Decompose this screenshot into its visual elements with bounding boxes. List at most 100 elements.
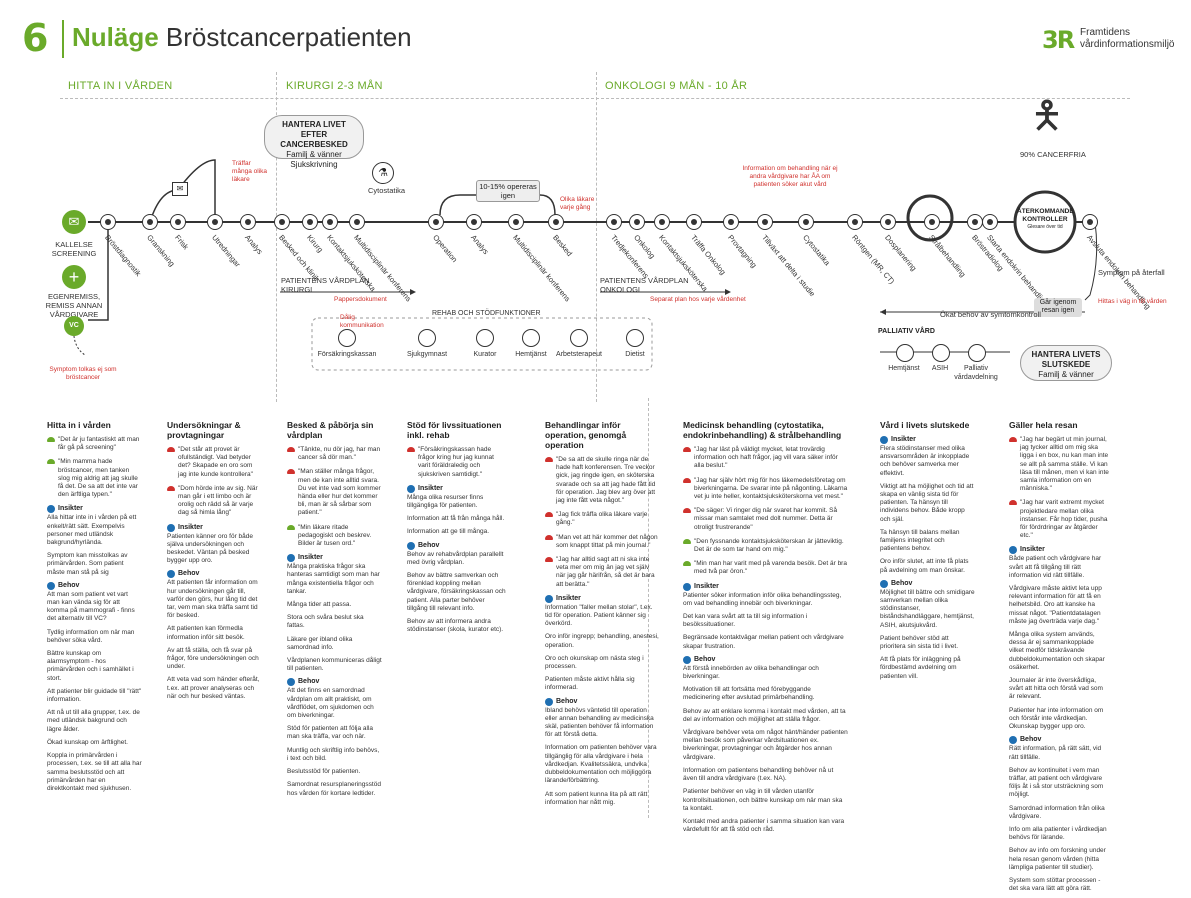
insikt-text: Flera stödinstanser med olika ansvarsomr…	[880, 445, 970, 477]
cytostatika-icon: ⚗	[372, 162, 394, 184]
phase-divider	[596, 72, 597, 402]
behov-text: Att få plats för inläggning på fördbestä…	[880, 656, 961, 680]
behov-text: Att nå ut till alla grupper, t.ex. de me…	[47, 709, 140, 733]
behov-text: Rätt information, på rätt sätt, vid rätt…	[1009, 745, 1102, 761]
behov-text: Stöd för patienten att följa alla man sk…	[287, 725, 374, 741]
cytostatika-top-label: Cytostatika	[368, 186, 406, 195]
quote: "Försäkringskassan hade frågor kring hur…	[407, 446, 507, 479]
insikt-text: Information att få från många håll.	[407, 515, 505, 523]
insikter-heading: Insikter	[545, 594, 660, 603]
behov-text: Vårdgivare behöver veta om något hänt/hä…	[683, 729, 848, 761]
journey-node	[880, 214, 896, 230]
quote: "Det är ju fantastiskt att man får gå på…	[47, 436, 142, 452]
behov-text: Info om alla patienter i vårdkedjan behö…	[1009, 825, 1107, 842]
quote: "Dom hörde inte av sig. När man går i et…	[167, 485, 262, 518]
cancerfria-label: 90% CANCERFRIA	[1020, 150, 1086, 159]
behov-heading: Behov	[47, 581, 142, 590]
journey-node	[924, 214, 940, 230]
phase-hitta: HITTA IN I VÅRDEN	[68, 80, 173, 92]
insikt-text: Oro och okunskap om nästa steg i process…	[545, 654, 644, 671]
insikt-text: Information "faller mellan stolar", t.ex…	[545, 603, 653, 628]
behov-heading: Behov	[1009, 736, 1109, 745]
symptom-warning: Symptom tolkas ej som bröstcancer	[49, 366, 117, 381]
behov-text: Information om patienten behöver vara ti…	[545, 744, 657, 785]
insikter-heading: Insikter	[167, 523, 262, 532]
behov-text: Behov av rehabvårdplan parallellt med öv…	[407, 550, 504, 566]
journey-node	[170, 214, 186, 230]
insight-column: Undersökningar & provtagningar "Det står …	[167, 420, 262, 706]
quote: "Man vet att här kommer det någon som kn…	[545, 534, 660, 550]
insikt-text: Patienten måste aktivt hålla sig informe…	[545, 676, 635, 692]
quote: "Min mamma hade bröstcancer, men tanken …	[47, 458, 142, 499]
insight-column: Behandlingar inför operation, genomgå op…	[545, 420, 660, 812]
palliativ-icon	[896, 344, 914, 362]
behov-text: Att veta vad som händer efteråt, t.ex. a…	[167, 676, 260, 700]
traffa-warning: Träffar många olika läkare	[232, 160, 268, 183]
behov-text: Ökad kunskap om ärftlighet.	[47, 738, 128, 746]
behov-heading: Behov	[407, 541, 507, 550]
insikt-text: Patienter har inte information om och fö…	[1009, 706, 1104, 731]
okat-behov-label: Ökat behov av symtomkontroll	[940, 310, 1041, 319]
column-title: Hitta in i vården	[47, 420, 111, 430]
insikter-heading: Insikter	[683, 582, 848, 591]
rehab-item-label: Arbetsterapeut	[556, 351, 602, 358]
behov-text: Koppla in primärvården i processen, t.ex…	[47, 752, 142, 792]
journey-node	[240, 214, 256, 230]
behov-text: Information om patientens behandling beh…	[683, 766, 834, 783]
insikt-text: Både patient och vårdgivare har svårt at…	[1009, 555, 1102, 579]
section-number: 6	[22, 16, 49, 60]
behov-text: Patienter behöver en väg in till vården …	[683, 788, 843, 812]
journey-node	[100, 214, 116, 230]
column-title: Vård i livets slutskede	[880, 420, 970, 430]
behov-text: Att som patient kunna lita på att rätt i…	[545, 790, 648, 806]
separat-warning: Separat plan hos varje vårdenhet	[650, 296, 746, 303]
insikt-text: Många olika resurser finns tillgängliga …	[407, 493, 484, 510]
opereras-label: 10-15% opereras igen	[476, 180, 540, 202]
rehab-icon	[570, 329, 588, 347]
rehab-icon	[338, 329, 356, 347]
behov-heading: Behov	[683, 655, 848, 664]
insikt-text: Symptom kan misstolkas av primärvården. …	[47, 552, 128, 576]
rehab-item-label: Försäkringskassan	[317, 351, 377, 358]
behov-text: Att förstå innebörden av olika behandlin…	[683, 664, 819, 681]
quote: "Jag har begärt ut min journal, jag tyck…	[1009, 436, 1109, 493]
column-divider	[648, 398, 649, 818]
insikt-text: Patienten känner oro för både själva und…	[167, 532, 254, 565]
quote: "Jag har läst på väldigt mycket, letat t…	[683, 446, 848, 471]
insight-column: Gäller hela resan "Jag har begärt ut min …	[1009, 420, 1109, 898]
journey-node	[606, 214, 622, 230]
vardplan-kirurgi: PATIENTENS VÅRDPLAN KIRURGI	[281, 276, 370, 294]
insight-column: Vård i livets slutskede Insikter Flera stö…	[880, 420, 975, 686]
journey-node	[1082, 214, 1098, 230]
behov-heading: Behov	[167, 570, 262, 579]
insikt-text: Ta hänsyn till balans mellan familjens i…	[880, 528, 960, 553]
quote: "De säger: Vi ringer dig när svaret har …	[683, 507, 848, 532]
quote: "Den fyssnande kontaktsjuksköterskan är …	[683, 538, 848, 554]
logo-3r: 3R	[1042, 26, 1075, 54]
cloud-slutskede: HANTERA LIVETS SLUTSKEDE Familj & vänner	[1020, 345, 1112, 381]
insikter-heading: Insikter	[407, 484, 507, 493]
journey-node	[982, 214, 998, 230]
behov-text: Att patienten kan förmedla information i…	[167, 625, 245, 641]
title-bold: Nuläge	[72, 22, 159, 52]
insikt-text: Viktigt att ha möjlighet och tid att ska…	[880, 482, 974, 523]
insikt-text: Information att ge till många.	[407, 528, 490, 536]
kallelse-label: KALLELSE SCREENING	[51, 240, 97, 258]
behov-heading: Behov	[545, 697, 660, 706]
gar-igenom-badge: Går igenom resan igen	[1034, 298, 1082, 317]
insight-column: Stöd för livssituationen inkl. rehab "För…	[407, 420, 507, 639]
journey-node	[967, 214, 983, 230]
cloud-hantera-livet: HANTERA LIVET EFTER CANCERBESKED Familj &…	[264, 115, 364, 169]
journey-node	[349, 214, 365, 230]
quote: "Jag har alltid sagt att ni ska inte vet…	[545, 556, 660, 589]
aterkommande-kontroller: ÅTERKOMMANDE KONTROLLER Glesare över tid	[1017, 208, 1074, 230]
behov-text: Kontakt med andra patienter i samma situ…	[683, 817, 845, 834]
behov-text: Behov av att enklare komma i kontakt med…	[683, 707, 846, 723]
insikt-text: Många olika system används, dessa är ej …	[1009, 631, 1105, 671]
rehab-icon	[418, 329, 436, 347]
journey-node	[466, 214, 482, 230]
journey-node	[723, 214, 739, 230]
insight-column: Medicinsk behandling (cytostatika, endok…	[683, 420, 848, 839]
palliativ-item-label: Palliativ vårdavdelning	[954, 365, 998, 381]
column-title: Undersökningar & provtagningar	[167, 420, 241, 440]
